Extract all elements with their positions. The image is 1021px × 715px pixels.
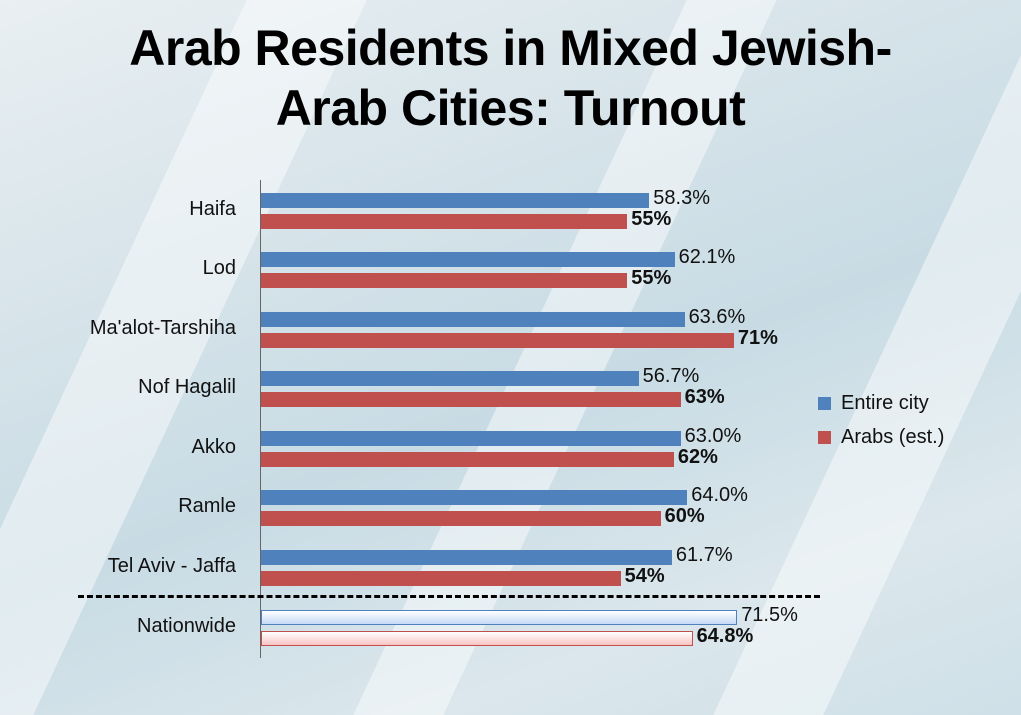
legend: Entire city Arabs (est.)	[818, 386, 944, 454]
data-label-arabs-est-nof-hagalil: 63%	[684, 386, 725, 408]
nationwide-separator	[78, 595, 820, 598]
bar-arabs-est-nof-hagalil	[261, 392, 681, 407]
bar-arabs-est-haifa	[261, 214, 628, 229]
category-label-lod: Lod	[202, 257, 236, 279]
category-label-nof-hagalil: Nof Hagalil	[138, 376, 236, 398]
data-label-entire-city-akko: 63.0%	[684, 425, 742, 447]
data-label-entire-city-nof-hagalil: 56.7%	[642, 365, 700, 387]
legend-label-arabs: Arabs (est.)	[841, 425, 945, 448]
chart-title: Arab Residents in Mixed Jewish- Arab Cit…	[0, 18, 1021, 138]
category-label-ramle: Ramle	[178, 495, 236, 517]
bar-arabs-est-ma-alot-tarshiha	[261, 333, 734, 348]
category-label-haifa: Haifa	[189, 198, 236, 220]
data-label-arabs-est-ramle: 60%	[664, 505, 705, 527]
bar-entire-city-haifa	[261, 193, 650, 208]
y-axis-line	[260, 180, 261, 658]
legend-swatch-entire-city	[818, 396, 831, 410]
data-label-arabs-est-akko: 62%	[677, 446, 718, 468]
data-label-arabs-est-ma-alot-tarshiha: 71%	[737, 327, 778, 349]
data-label-entire-city-lod: 62.1%	[678, 246, 736, 268]
bar-arabs-est-lod	[261, 273, 628, 288]
legend-item-arabs: Arabs (est.)	[818, 420, 944, 454]
data-label-arabs-est-nationwide: 64.8%	[696, 625, 754, 647]
legend-item-entire-city: Entire city	[818, 386, 944, 420]
chart-title-line-2: Arab Cities: Turnout	[275, 80, 746, 136]
category-label-nationwide: Nationwide	[137, 615, 236, 637]
bar-arabs-est-nationwide	[261, 631, 693, 646]
legend-label-entire-city: Entire city	[841, 391, 929, 414]
data-label-arabs-est-haifa: 55%	[631, 208, 672, 230]
bar-entire-city-lod	[261, 252, 675, 267]
data-label-entire-city-tel-aviv-jaffa: 61.7%	[675, 544, 733, 566]
bar-entire-city-ramle	[261, 490, 688, 505]
legend-swatch-arabs	[818, 430, 831, 444]
bar-arabs-est-tel-aviv-jaffa	[261, 571, 621, 586]
bar-entire-city-tel-aviv-jaffa	[261, 550, 672, 565]
bar-entire-city-akko	[261, 431, 681, 446]
data-label-entire-city-haifa: 58.3%	[653, 187, 710, 209]
category-label-tel-aviv-jaffa: Tel Aviv - Jaffa	[107, 555, 236, 577]
bar-entire-city-nof-hagalil	[261, 371, 639, 386]
data-label-arabs-est-lod: 55%	[631, 267, 672, 289]
data-label-entire-city-ma-alot-tarshiha: 63.6%	[688, 306, 746, 328]
category-label-ma-alot-tarshiha: Ma'alot-Tarshiha	[89, 317, 236, 339]
data-label-entire-city-ramle: 64.0%	[691, 484, 748, 506]
bar-arabs-est-akko	[261, 452, 674, 467]
chart-title-line-1: Arab Residents in Mixed Jewish-	[129, 20, 892, 76]
data-label-arabs-est-tel-aviv-jaffa: 54%	[624, 565, 665, 587]
bar-arabs-est-ramle	[261, 511, 661, 526]
bar-entire-city-ma-alot-tarshiha	[261, 312, 685, 327]
data-label-entire-city-nationwide: 71.5%	[741, 604, 798, 626]
bar-entire-city-nationwide	[261, 610, 738, 625]
category-label-akko: Akko	[191, 436, 236, 458]
